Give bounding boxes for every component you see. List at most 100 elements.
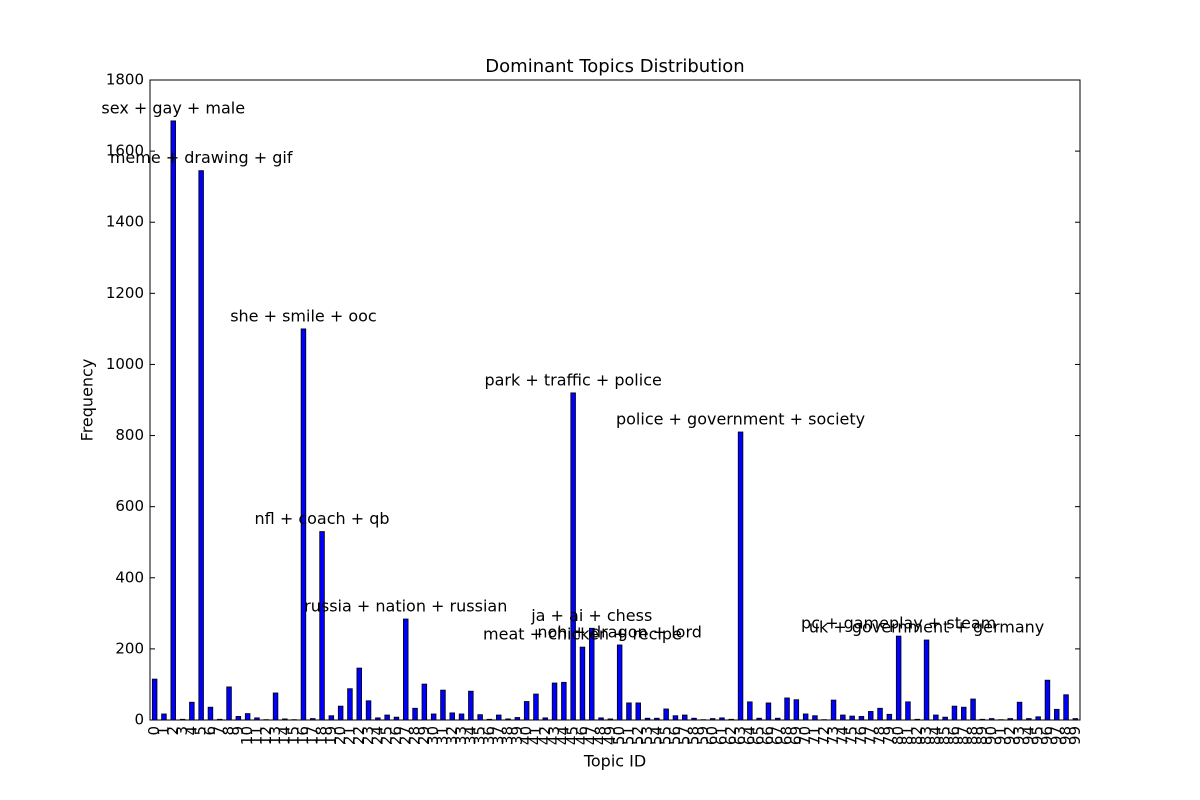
x-tick-label: 89 bbox=[973, 726, 991, 745]
x-tick-label: 26 bbox=[387, 726, 405, 745]
x-tick-label: 7 bbox=[210, 726, 228, 736]
bar bbox=[747, 701, 753, 721]
bar bbox=[858, 716, 865, 721]
x-tick-label: 44 bbox=[554, 726, 572, 745]
bar bbox=[161, 713, 167, 721]
x-tick-label: 46 bbox=[573, 726, 591, 745]
x-tick-label: 83 bbox=[917, 726, 935, 745]
x-tick-label: 55 bbox=[657, 726, 675, 745]
bar bbox=[403, 618, 409, 721]
x-tick-label: 87 bbox=[954, 726, 972, 745]
bar bbox=[812, 715, 818, 721]
x-tick-label: 5 bbox=[192, 726, 210, 736]
x-tick-label: 3 bbox=[173, 726, 191, 736]
y-tick-label: 1400 bbox=[106, 213, 144, 231]
x-tick-label: 73 bbox=[824, 726, 842, 745]
bar bbox=[672, 715, 679, 721]
x-tick-label: 0 bbox=[145, 726, 163, 736]
bar bbox=[868, 711, 874, 721]
bar bbox=[793, 699, 800, 721]
y-tick-label: 1600 bbox=[106, 142, 144, 160]
x-tick-label: 74 bbox=[833, 726, 851, 745]
x-tick-label: 94 bbox=[1019, 726, 1037, 745]
x-tick-label: 32 bbox=[443, 726, 461, 745]
x-tick-label: 17 bbox=[303, 726, 321, 745]
x-tick-label: 20 bbox=[331, 726, 349, 745]
bar bbox=[384, 714, 390, 721]
x-tick-label: 50 bbox=[610, 726, 628, 745]
x-tick-label: 96 bbox=[1038, 726, 1056, 745]
x-tick-label: 1 bbox=[154, 726, 172, 736]
x-tick-label: 60 bbox=[703, 726, 721, 745]
bar bbox=[802, 713, 809, 721]
bar bbox=[626, 702, 632, 721]
bar bbox=[458, 713, 465, 721]
x-tick-label: 76 bbox=[852, 726, 870, 745]
x-tick-label: 28 bbox=[406, 726, 424, 745]
x-tick-label: 51 bbox=[619, 726, 637, 745]
x-tick-label: 81 bbox=[898, 726, 916, 745]
x-tick-label: 39 bbox=[508, 726, 526, 745]
x-tick-label: 12 bbox=[257, 726, 275, 745]
bar bbox=[635, 702, 641, 721]
x-tick-label: 53 bbox=[638, 726, 656, 745]
plot-frame bbox=[149, 79, 1081, 721]
y-tick-label: 400 bbox=[115, 568, 144, 586]
bar bbox=[272, 692, 279, 721]
bar bbox=[151, 678, 158, 721]
bar bbox=[356, 667, 362, 721]
x-tick-label: 67 bbox=[768, 726, 786, 745]
bar bbox=[235, 716, 242, 721]
x-tick-label: 24 bbox=[368, 726, 386, 745]
bar bbox=[579, 646, 586, 721]
x-tick-label: 4 bbox=[182, 726, 200, 736]
x-axis-label: Topic ID bbox=[583, 752, 646, 771]
x-tick-label: 80 bbox=[889, 726, 907, 745]
x-tick-label: 23 bbox=[359, 726, 377, 745]
bar bbox=[496, 714, 502, 721]
bar bbox=[561, 681, 567, 721]
x-tick-label: 97 bbox=[1047, 726, 1065, 745]
bar bbox=[877, 707, 883, 721]
y-axis-label: Frequency bbox=[78, 359, 97, 442]
bar bbox=[840, 714, 846, 721]
x-tick-label: 75 bbox=[843, 726, 861, 745]
x-tick-label: 40 bbox=[517, 726, 535, 745]
x-tick-label: 66 bbox=[759, 726, 777, 745]
x-tick-label: 11 bbox=[247, 726, 265, 745]
bar bbox=[886, 713, 893, 721]
x-tick-label: 77 bbox=[861, 726, 879, 745]
bar bbox=[421, 683, 428, 721]
y-tick-label: 800 bbox=[115, 426, 144, 444]
x-tick-label: 61 bbox=[712, 726, 730, 745]
x-tick-label: 45 bbox=[564, 726, 582, 745]
bar bbox=[961, 706, 967, 721]
bar bbox=[551, 682, 558, 721]
bar bbox=[523, 701, 530, 721]
annotation: russia + nation + russian bbox=[304, 597, 507, 616]
x-tick-label: 36 bbox=[480, 726, 498, 745]
x-tick-label: 8 bbox=[220, 726, 238, 736]
bar bbox=[970, 698, 976, 721]
x-tick-label: 48 bbox=[592, 726, 610, 745]
x-tick-label: 16 bbox=[294, 726, 312, 745]
x-tick-label: 42 bbox=[536, 726, 554, 745]
x-tick-label: 72 bbox=[815, 726, 833, 745]
bar bbox=[198, 170, 204, 721]
x-tick-label: 19 bbox=[322, 726, 340, 745]
annotation: ja + ai + chess bbox=[530, 606, 652, 625]
x-tick-label: 15 bbox=[285, 726, 303, 745]
x-tick-label: 52 bbox=[629, 726, 647, 745]
bar bbox=[570, 392, 576, 721]
bar bbox=[226, 686, 232, 721]
y-tick-label: 600 bbox=[115, 497, 144, 515]
bar bbox=[951, 705, 958, 721]
bar bbox=[1016, 701, 1023, 721]
bar bbox=[765, 702, 772, 721]
x-tick-label: 25 bbox=[378, 726, 396, 745]
x-tick-label: 68 bbox=[778, 726, 796, 745]
x-tick-label: 86 bbox=[945, 726, 963, 745]
x-tick-label: 95 bbox=[1029, 726, 1047, 745]
bar bbox=[849, 715, 855, 721]
x-tick-label: 35 bbox=[471, 726, 489, 745]
